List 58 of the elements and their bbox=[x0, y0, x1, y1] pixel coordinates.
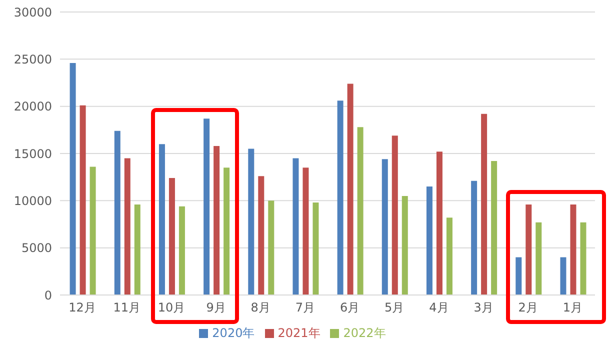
y-tick-label: 10000 bbox=[14, 194, 52, 208]
bar bbox=[516, 257, 522, 295]
bar bbox=[471, 180, 478, 295]
bar bbox=[312, 202, 319, 295]
bar bbox=[526, 204, 532, 295]
bar bbox=[491, 161, 498, 295]
x-tick-label: 9月 bbox=[206, 300, 226, 315]
bar bbox=[134, 204, 140, 295]
x-tick-label: 12月 bbox=[68, 300, 96, 315]
bar bbox=[481, 114, 488, 295]
bar bbox=[347, 84, 354, 295]
x-tick-label: 7月 bbox=[295, 300, 316, 315]
bar bbox=[204, 118, 210, 295]
y-tick-label: 0 bbox=[44, 288, 52, 302]
bar bbox=[436, 152, 442, 295]
x-tick-label: 2月 bbox=[518, 300, 538, 315]
x-tick-label: 3月 bbox=[474, 300, 494, 315]
y-tick-label: 20000 bbox=[14, 100, 52, 114]
x-tick-label: 6月 bbox=[340, 300, 360, 315]
bar bbox=[560, 257, 566, 295]
bar bbox=[292, 158, 299, 295]
x-tick-label: 10月 bbox=[158, 300, 186, 315]
bar bbox=[392, 136, 398, 295]
bar bbox=[426, 186, 432, 295]
y-tick-label: 25000 bbox=[14, 52, 52, 66]
x-tick-label: 1月 bbox=[562, 300, 583, 315]
bar bbox=[268, 200, 274, 295]
bar bbox=[214, 146, 220, 295]
bar bbox=[90, 166, 96, 295]
bar bbox=[446, 218, 452, 295]
bar bbox=[536, 222, 542, 295]
bar bbox=[124, 158, 130, 295]
bar bbox=[258, 176, 264, 295]
x-tick-label: 11月 bbox=[113, 300, 141, 315]
x-tick-label: 8月 bbox=[250, 300, 270, 315]
bar bbox=[382, 159, 388, 295]
y-tick-label: 5000 bbox=[21, 241, 52, 256]
bar bbox=[224, 168, 230, 295]
bar bbox=[337, 100, 344, 295]
bar bbox=[114, 130, 120, 295]
bar bbox=[158, 144, 165, 295]
bar bbox=[302, 168, 309, 295]
bar bbox=[402, 196, 408, 295]
y-tick-label: 15000 bbox=[14, 146, 52, 161]
y-tick-label: 30000 bbox=[14, 5, 52, 20]
bar bbox=[168, 178, 175, 295]
bar bbox=[80, 105, 86, 295]
bar bbox=[357, 127, 364, 295]
legend-label: 2021年 bbox=[278, 326, 320, 340]
bar bbox=[248, 148, 254, 295]
bar bbox=[70, 62, 76, 295]
x-tick-label: 5月 bbox=[384, 300, 404, 315]
bar bbox=[580, 222, 586, 295]
x-tick-label: 4月 bbox=[429, 300, 449, 315]
bar bbox=[178, 206, 185, 295]
legend-label: 2020年 bbox=[212, 326, 255, 340]
bar bbox=[570, 204, 576, 295]
legend-label: 2022年 bbox=[343, 326, 386, 340]
